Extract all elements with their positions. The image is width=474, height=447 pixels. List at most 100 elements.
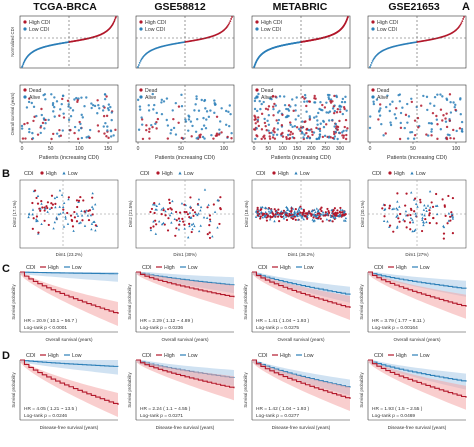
pca-low-point (197, 212, 200, 215)
dead-point (377, 118, 380, 121)
dead-point (78, 120, 81, 124)
pca-high-point (398, 220, 401, 223)
legend-high-label: High (48, 265, 59, 271)
pca-low-point (257, 212, 260, 215)
panel-letter-a: A (462, 1, 470, 13)
legend-alive-marker (255, 95, 259, 99)
pca-high-point (208, 236, 212, 240)
x-axis-label: Patients (increasing CDI) (387, 155, 447, 161)
pca-low-point (162, 221, 165, 225)
alive-point (50, 93, 53, 96)
alive-point (430, 122, 434, 125)
alive-point (340, 105, 343, 108)
pca-low-point (31, 213, 34, 216)
hazard-ratio-text: HR = 2.29 ( 1.12 ~ 4.89 ) (140, 318, 193, 324)
alive-point (153, 103, 156, 107)
alive-point (344, 95, 347, 99)
pca-low-point (311, 218, 314, 221)
pca-high-point (428, 221, 431, 225)
pca-high-point (290, 210, 293, 213)
legend-low-marker (294, 171, 298, 175)
pca-low-point (337, 214, 340, 217)
pca-low-point (162, 206, 165, 210)
dead-point (395, 107, 398, 110)
legend-low-marker (23, 27, 27, 31)
pca-high-point (178, 211, 182, 214)
pca-high-point (160, 213, 163, 216)
pca-high-point (35, 196, 38, 200)
pca-low-point (395, 226, 399, 229)
alive-point (388, 109, 391, 113)
pca-high-point (43, 219, 46, 222)
dead-point (308, 100, 312, 103)
pca-low-point (291, 207, 295, 210)
x-tick-label: 50 (48, 146, 54, 152)
dead-point (23, 122, 26, 126)
alive-point (104, 121, 107, 125)
alive-point (435, 118, 439, 121)
dead-point (96, 124, 100, 127)
alive-point (103, 93, 107, 96)
pca-low-point (338, 213, 342, 216)
km-curve-high (368, 359, 467, 398)
dead-point (96, 99, 99, 102)
dead-point (285, 135, 288, 139)
pca-low-point (396, 214, 399, 217)
dead-point (40, 107, 43, 111)
alive-point (263, 117, 266, 121)
pca-low-point (416, 205, 419, 208)
pca-high-point (324, 214, 327, 217)
alive-point (255, 127, 258, 130)
logrank-p-text: Log-rank p = 0.0277 (256, 413, 299, 419)
pca-high-point (383, 204, 386, 207)
alive-point (412, 137, 416, 140)
pca-low-point (91, 191, 94, 195)
dead-point (151, 125, 154, 129)
legend-high-label: High CDI (261, 20, 282, 26)
pca-high-point (321, 220, 324, 223)
pca-high-point (219, 196, 222, 199)
alive-point (276, 122, 280, 125)
alive-point (317, 111, 320, 115)
legend-dead-label: Dead (29, 88, 42, 94)
pca-high-point (168, 201, 171, 205)
pca-low-point (290, 215, 293, 218)
pca-high-point (256, 208, 259, 211)
legend-low-label: Low (184, 171, 194, 177)
legend-low-marker (62, 171, 66, 175)
dead-point (413, 133, 417, 137)
pca-low-point (27, 215, 30, 219)
pca-low-point (315, 215, 319, 219)
dead-point (448, 93, 452, 96)
x-tick-label: 150 (104, 146, 113, 152)
pca-high-point (50, 202, 53, 205)
pca-high-point (153, 202, 156, 205)
alive-point (85, 136, 88, 139)
alive-point (398, 100, 402, 103)
dead-point (343, 125, 346, 129)
pca-low-point (321, 213, 325, 216)
dead-point (305, 104, 308, 108)
hazard-ratio-text: HR = 2.24 ( 1.1 ~ 4.55 ) (140, 406, 191, 412)
alive-point (331, 107, 335, 110)
dead-point (329, 101, 333, 104)
pca-high-point (318, 215, 321, 218)
pca-low-point (153, 203, 157, 206)
alive-point (444, 120, 448, 123)
legend-alive-label: Alive (29, 95, 40, 101)
legend-high-label: High (164, 265, 175, 271)
pca-low-point (35, 218, 38, 221)
pca-low-point (80, 209, 83, 212)
pca-low-point (213, 210, 217, 213)
alive-point (427, 134, 430, 137)
pca-low-point (164, 210, 167, 213)
alive-point (55, 132, 59, 135)
km-curve-high (252, 271, 351, 308)
dead-point (105, 135, 108, 138)
alive-point (316, 123, 319, 126)
alive-point (319, 122, 322, 125)
alive-point (276, 111, 280, 114)
pca-low-point (284, 215, 288, 218)
alive-point (195, 137, 198, 140)
